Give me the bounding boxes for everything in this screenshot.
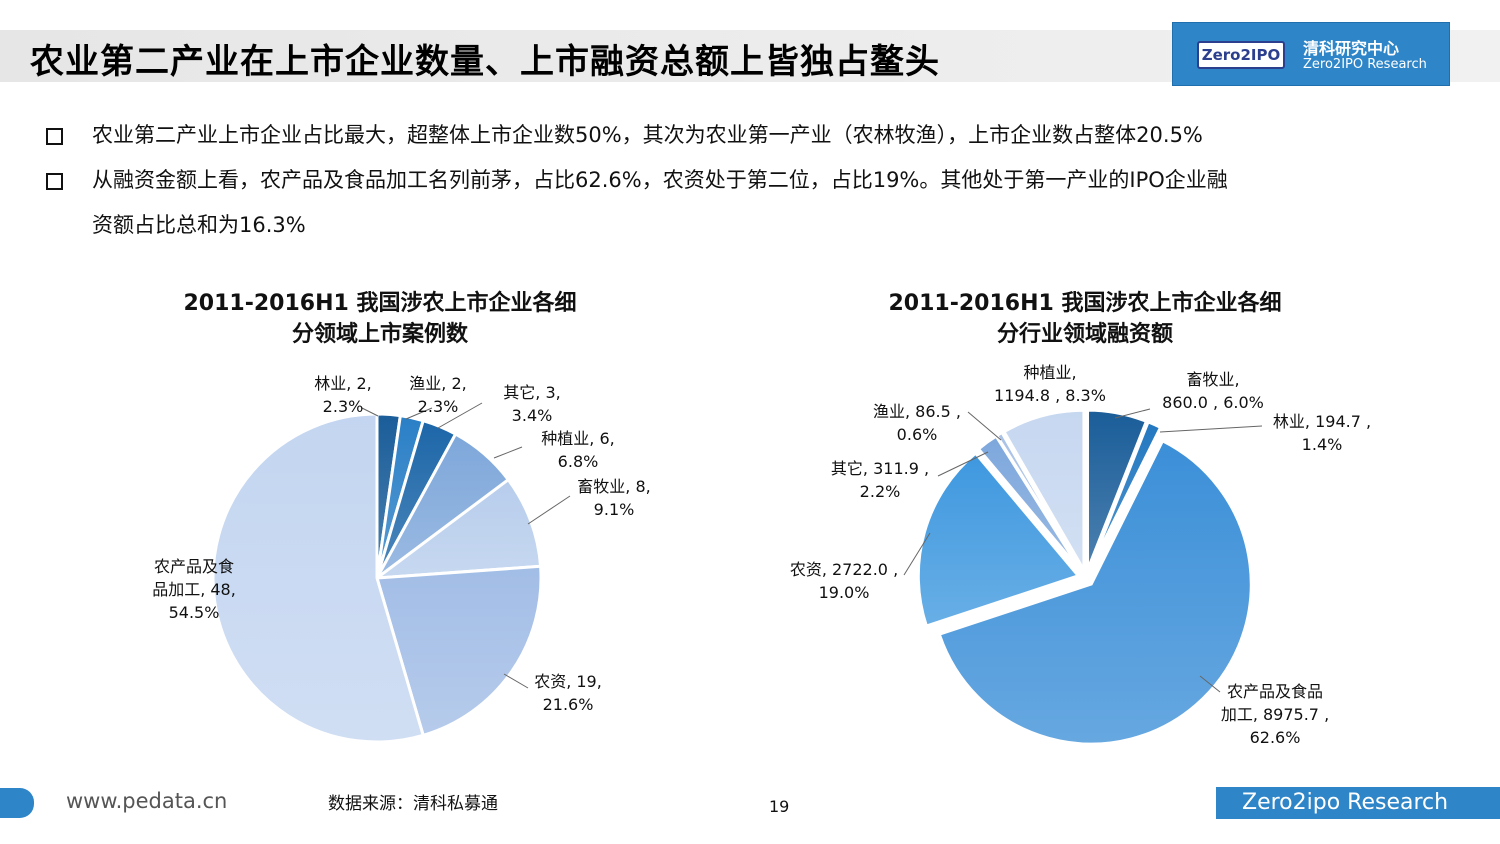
data-label-2-1: 畜牧业,	[1186, 370, 1239, 389]
pie-slice-2-4	[916, 451, 1081, 628]
data-label-2-5: 2.2%	[860, 482, 901, 501]
page-title: 农业第二产业在上市企业数量、上市融资总额上皆独占鳌头	[30, 42, 940, 82]
page-number: 19	[769, 797, 790, 816]
leader-line-2-4	[903, 532, 931, 576]
pie-slice-2-2	[1087, 419, 1163, 572]
chart-1-title: 2011-2016H1 我国涉农上市企业各细 分领域上市案例数	[120, 288, 640, 350]
data-label-2-3: 农产品及食品	[1227, 682, 1323, 701]
data-label-1-3: 其它, 3,	[503, 383, 560, 402]
pie-slice-2-6	[994, 430, 1084, 572]
bullet-square-icon	[46, 173, 63, 190]
leader-line-2-6	[967, 411, 1002, 441]
data-label-2-6: 0.6%	[897, 425, 938, 444]
pie-slice-1-7	[211, 412, 426, 744]
pie-slice-2-1	[1086, 408, 1149, 571]
data-label-1-1: 2.3%	[323, 397, 364, 416]
logo-mark: Zero2IPO	[1197, 41, 1285, 69]
data-label-1-7: 品加工, 48,	[152, 580, 236, 599]
data-label-2-2: 林业, 194.7 ,	[1273, 412, 1371, 431]
data-label-2-2: 1.4%	[1302, 435, 1343, 454]
leader-line-1-2	[405, 407, 433, 420]
data-label-2-1: 860.0 , 6.0%	[1162, 393, 1264, 412]
leader-line-2-5	[937, 451, 989, 477]
data-label-2-6: 渔业, 86.5 ,	[873, 402, 961, 421]
footer-url[interactable]: www.pedata.cn	[66, 789, 228, 813]
leader-line-1-6	[503, 673, 529, 689]
data-label-1-5: 畜牧业, 8,	[577, 477, 650, 496]
logo-en-text: Zero2IPO Research	[1303, 57, 1427, 72]
leader-line-1-1	[361, 407, 379, 417]
leader-line-1-5	[527, 495, 571, 525]
pie-slice-1-6	[375, 564, 543, 738]
bullet-square-icon	[46, 128, 63, 145]
bullet-text: 农业第二产业上市企业占比最大，超整体上市企业数50%，其次为农业第一产业（农林牧…	[92, 123, 1203, 147]
data-label-1-5: 9.1%	[594, 500, 635, 519]
zero2ipo-logo: Zero2IPO 清科研究中心 Zero2IPO Research	[1172, 22, 1450, 86]
leader-line-2-1	[1114, 408, 1151, 419]
data-label-1-3: 3.4%	[512, 406, 553, 425]
leader-line-1-4	[493, 446, 523, 459]
pie-slice-2-7	[1001, 408, 1086, 576]
data-label-1-6: 21.6%	[543, 695, 594, 714]
chart-1-title-line1: 2011-2016H1 我国涉农上市企业各细	[183, 291, 577, 316]
bullet-text: 资额占比总和为16.3%	[92, 213, 306, 237]
data-label-2-3: 加工, 8975.7 ,	[1221, 705, 1329, 724]
chart-2-title-line2: 分行业领域融资额	[996, 322, 1173, 347]
data-label-2-7: 种植业,	[1023, 363, 1076, 382]
data-label-1-1: 林业, 2,	[314, 374, 371, 393]
data-label-1-4: 种植业, 6,	[541, 429, 614, 448]
data-label-1-2: 2.3%	[418, 397, 459, 416]
pie-slice-1-5	[372, 477, 543, 580]
data-label-2-5: 其它, 311.9 ,	[831, 459, 929, 478]
footer-tab	[0, 788, 34, 818]
bullet-text: 从融资金额上看，农产品及食品加工名列前茅，占比62.6%，农资处于第二位，占比1…	[92, 168, 1228, 192]
data-label-1-2: 渔业, 2,	[409, 374, 466, 393]
data-label-1-7: 54.5%	[169, 603, 220, 622]
chart-2-title-line1: 2011-2016H1 我国涉农上市企业各细	[888, 291, 1282, 316]
data-label-1-4: 6.8%	[558, 452, 599, 471]
footer-source: 数据来源：清科私募通	[328, 794, 498, 814]
logo-cn-text: 清科研究中心	[1303, 39, 1400, 58]
leader-line-2-3	[1199, 675, 1221, 693]
data-label-2-4: 农资, 2722.0 ,	[790, 560, 898, 579]
data-label-2-3: 62.6%	[1250, 728, 1301, 747]
pie-slice-2-3	[937, 438, 1253, 746]
data-label-2-4: 19.0%	[819, 583, 870, 602]
data-label-1-6: 农资, 19,	[534, 672, 602, 691]
data-label-2-7: 1194.8 , 8.3%	[994, 386, 1106, 405]
leader-line-1-3	[437, 402, 483, 429]
chart-1-title-line2: 分领域上市案例数	[291, 322, 468, 347]
leader-line-2-2	[1159, 425, 1263, 433]
data-label-1-7: 农产品及食	[154, 557, 234, 576]
chart-2-title: 2011-2016H1 我国涉农上市企业各细 分行业领域融资额	[815, 288, 1355, 350]
footer-brand: Zero2ipo Research	[1216, 787, 1500, 819]
